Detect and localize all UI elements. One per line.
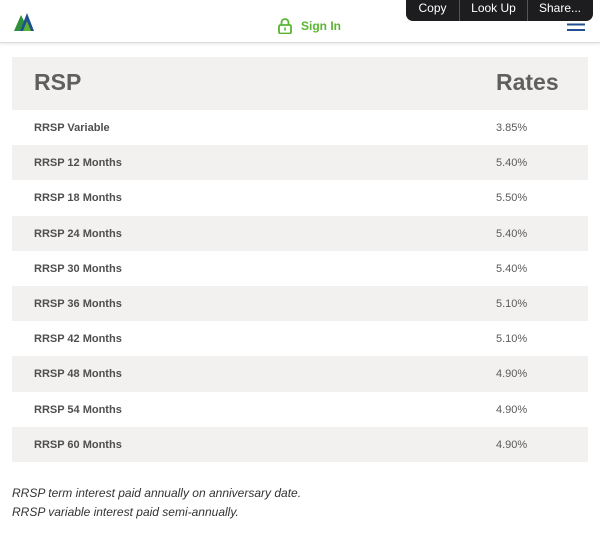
table-row: RRSP 30 Months 5.40%: [12, 251, 588, 286]
product-name: RRSP 30 Months: [34, 262, 122, 275]
rate-value: 5.40%: [496, 262, 528, 275]
table-header: RSP Rates: [12, 57, 588, 110]
rate-value: 5.50%: [496, 192, 528, 205]
rate-value: 5.40%: [496, 227, 528, 240]
rate-value: 4.90%: [496, 438, 528, 451]
text-selection-menu: Copy Look Up Share...: [406, 0, 593, 21]
header-rsp: RSP: [34, 69, 82, 95]
table-row: RRSP 54 Months 4.90%: [12, 392, 588, 427]
look-up-menu-item[interactable]: Look Up: [471, 1, 516, 15]
product-name: RRSP 12 Months: [34, 157, 122, 170]
rate-value: 4.90%: [496, 403, 528, 416]
menu-divider: [527, 0, 528, 21]
product-name: RRSP 54 Months: [34, 403, 122, 416]
share-menu-item[interactable]: Share...: [538, 1, 582, 15]
table-row: RRSP 42 Months 5.10%: [12, 321, 588, 356]
footnote-variable: RRSP variable interest paid semi-annuall…: [12, 505, 239, 519]
table-row: RRSP 48 Months 4.90%: [12, 356, 588, 392]
copy-menu-item[interactable]: Copy: [418, 1, 447, 15]
sign-in-label: Sign In: [301, 19, 341, 33]
rate-value: 4.90%: [496, 368, 528, 381]
footnotes: RRSP term interest paid annually on anni…: [12, 484, 588, 522]
lock-icon: [278, 18, 292, 34]
product-name: RRSP 24 Months: [34, 227, 122, 240]
table-row: RRSP 18 Months 5.50%: [12, 180, 588, 215]
product-name: RRSP 18 Months: [34, 192, 122, 205]
table-row: RRSP 60 Months 4.90%: [12, 426, 588, 462]
product-name: RRSP 48 Months: [34, 368, 122, 381]
product-name: RRSP 60 Months: [34, 438, 122, 451]
product-name: RRSP 36 Months: [34, 297, 122, 310]
product-name: RRSP Variable: [34, 122, 110, 134]
rate-value: 5.10%: [496, 333, 528, 346]
rate-value: 5.40%: [496, 157, 528, 170]
table-row: RRSP 36 Months 5.10%: [12, 285, 588, 322]
rate-value: 3.85%: [496, 122, 528, 134]
product-name: RRSP 42 Months: [34, 333, 122, 346]
footnote-term: RRSP term interest paid annually on anni…: [12, 486, 302, 500]
rate-value: 5.10%: [496, 297, 528, 310]
logo-icon[interactable]: [11, 9, 37, 33]
header-rates: Rates: [496, 69, 559, 95]
sign-in-link[interactable]: Sign In: [278, 17, 341, 35]
menu-divider: [459, 0, 460, 21]
table-row: RRSP 24 Months 5.40%: [12, 215, 588, 251]
table-row: RRSP Variable 3.85%: [12, 110, 588, 145]
rsp-rates-table: RSP Rates RRSP Variable 3.85% RRSP 12 Mo…: [12, 57, 588, 462]
table-row: RRSP 12 Months 5.40%: [12, 145, 588, 181]
